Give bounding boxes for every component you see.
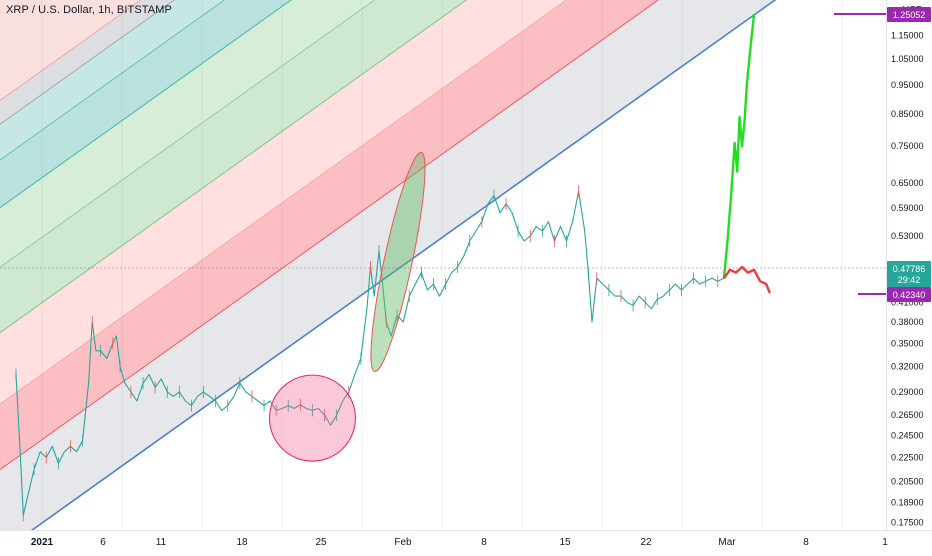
series-projection-down	[722, 265, 771, 294]
price-tick-label: 1.15000	[891, 31, 924, 41]
price-tick-label: 0.45000	[891, 273, 924, 283]
price-tick-label: 0.59000	[891, 203, 924, 213]
time-tick-label: 8	[803, 537, 809, 548]
price-tick-label: 0.85000	[891, 109, 924, 119]
channel-bands	[0, 0, 776, 550]
channel-line	[0, 0, 659, 471]
time-tick-label: Feb	[394, 537, 412, 548]
channel-line	[0, 0, 175, 125]
price-tick-label: 0.38000	[891, 317, 924, 327]
time-tick-label: 25	[315, 537, 327, 548]
price-tick-label: 0.29000	[891, 387, 924, 397]
time-tick-label: 2021	[31, 537, 54, 548]
time-tick-label: 18	[236, 537, 248, 548]
chart-annotations	[0, 12, 886, 462]
time-tick-label: 22	[640, 537, 652, 548]
channel-line	[0, 0, 468, 334]
price-tick-label: 0.26500	[891, 410, 924, 420]
price-tick-label: 0.41000	[891, 297, 924, 307]
price-tick-label: 1.05000	[891, 54, 924, 64]
time-tick-label: 6	[100, 537, 106, 548]
series-price	[15, 190, 725, 516]
time-tick-label: Mar	[718, 537, 736, 548]
time-tick-label: 11	[156, 537, 167, 548]
price-axis-ticks: 1.15000 1.05000 0.95000 0.85000 0.75000 0.650…	[891, 31, 924, 528]
time-tick-label: 1	[882, 537, 888, 548]
chart-grid	[41, 0, 923, 530]
price-tick-label: 0.22500	[891, 453, 924, 463]
channel-base-line	[2, 0, 777, 550]
currency-label: USD	[902, 5, 924, 16]
price-tick-label: 0.20500	[891, 477, 924, 487]
channel-line	[0, 0, 568, 405]
time-axis-labels: 2021 6 11 18 25 Feb 8 15 22 Mar 8 1	[31, 537, 888, 548]
price-tick-label: 0.32000	[891, 361, 924, 371]
channel-line	[0, 0, 226, 161]
price-tick-label: 0.17500	[891, 518, 924, 528]
time-tick-label: 8	[481, 537, 487, 548]
price-tick-label: 0.95000	[891, 80, 924, 90]
price-tick-label: 0.65000	[891, 178, 924, 188]
time-axis[interactable]: 2021 6 11 18 25 Feb 8 15 22 Mar 8 1	[0, 530, 932, 551]
price-series	[15, 13, 771, 522]
price-axis[interactable]: 1.15000 1.05000 0.95000 0.85000 0.75000 0.650…	[886, 0, 932, 530]
price-tick-label: 0.24500	[891, 430, 924, 440]
channel-line	[0, 0, 376, 268]
price-tick-label: 0.53000	[891, 231, 924, 241]
accumulation-circle	[268, 374, 356, 462]
channel-line	[0, 0, 292, 209]
price-tick-label: 0.18900	[891, 498, 924, 508]
time-tick-label: 15	[559, 537, 571, 548]
symbol-title: XRP / U.S. Dollar, 1h, BITSTAMP	[6, 4, 172, 16]
price-tick-label: 0.75000	[891, 141, 924, 151]
channel-lines	[0, 0, 777, 550]
series-projection-up	[722, 13, 756, 279]
breakout-ellipse	[370, 151, 426, 373]
price-tick-label: 0.35000	[891, 338, 924, 348]
